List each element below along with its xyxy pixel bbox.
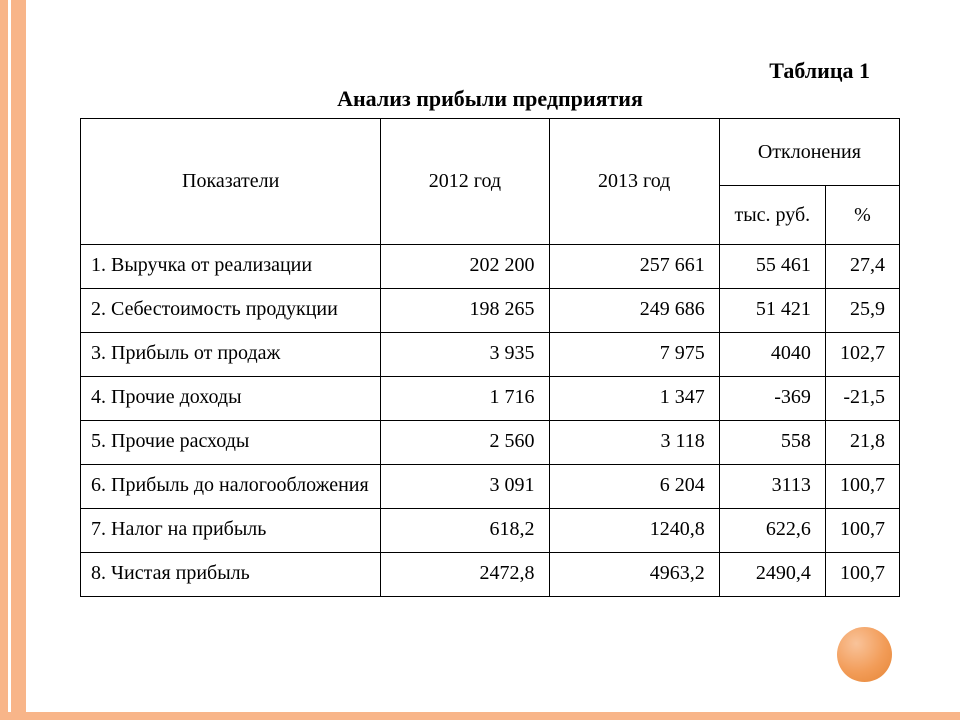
cell-dabs: 4040 — [719, 333, 825, 377]
cell-y2: 3 118 — [549, 421, 719, 465]
table-title: Анализ прибыли предприятия — [80, 86, 900, 112]
table-row: 3. Прибыль от продаж 3 935 7 975 4040 10… — [81, 333, 900, 377]
cell-y2: 257 661 — [549, 245, 719, 289]
table-row: 2. Себестоимость продукции 198 265 249 6… — [81, 289, 900, 333]
accent-stripe-left-2 — [11, 0, 26, 720]
cell-y2: 7 975 — [549, 333, 719, 377]
cell-dpct: 25,9 — [825, 289, 899, 333]
cell-indicator: 3. Прибыль от продаж — [81, 333, 381, 377]
table-number-label: Таблица 1 — [80, 58, 900, 84]
cell-dpct: 100,7 — [825, 509, 899, 553]
table-row: 1. Выручка от реализации 202 200 257 661… — [81, 245, 900, 289]
cell-dabs: 558 — [719, 421, 825, 465]
cell-y1: 3 091 — [381, 465, 549, 509]
cell-y1: 618,2 — [381, 509, 549, 553]
cell-y1: 198 265 — [381, 289, 549, 333]
cell-y1: 2472,8 — [381, 553, 549, 597]
cell-dabs: 622,6 — [719, 509, 825, 553]
cell-indicator: 6. Прибыль до налогообложения — [81, 465, 381, 509]
col-header-dev-abs: тыс. руб. — [719, 186, 825, 245]
cell-dpct: 100,7 — [825, 465, 899, 509]
table-row: 4. Прочие доходы 1 716 1 347 -369 -21,5 — [81, 377, 900, 421]
cell-y2: 1240,8 — [549, 509, 719, 553]
cell-dabs: 55 461 — [719, 245, 825, 289]
cell-y1: 3 935 — [381, 333, 549, 377]
cell-dabs: 2490,4 — [719, 553, 825, 597]
cell-indicator: 8. Чистая прибыль — [81, 553, 381, 597]
col-header-indicator: Показатели — [81, 119, 381, 245]
cell-indicator: 7. Налог на прибыль — [81, 509, 381, 553]
col-header-year1: 2012 год — [381, 119, 549, 245]
col-header-dev-pct: % — [825, 186, 899, 245]
table-row: 7. Налог на прибыль 618,2 1240,8 622,6 1… — [81, 509, 900, 553]
table-header-row-1: Показатели 2012 год 2013 год Отклонения — [81, 119, 900, 186]
table-row: 6. Прибыль до налогообложения 3 091 6 20… — [81, 465, 900, 509]
cell-y2: 6 204 — [549, 465, 719, 509]
table-row: 5. Прочие расходы 2 560 3 118 558 21,8 — [81, 421, 900, 465]
accent-stripe-bottom — [0, 712, 960, 720]
col-header-year2: 2013 год — [549, 119, 719, 245]
profit-analysis-table: Показатели 2012 год 2013 год Отклонения … — [80, 118, 900, 597]
cell-y2: 1 347 — [549, 377, 719, 421]
cell-dabs: 3113 — [719, 465, 825, 509]
cell-dpct: 100,7 — [825, 553, 899, 597]
content-area: Таблица 1 Анализ прибыли предприятия Пок… — [80, 58, 900, 597]
col-header-deviations: Отклонения — [719, 119, 899, 186]
cell-y1: 2 560 — [381, 421, 549, 465]
cell-indicator: 4. Прочие доходы — [81, 377, 381, 421]
cell-indicator: 1. Выручка от реализации — [81, 245, 381, 289]
cell-indicator: 2. Себестоимость продукции — [81, 289, 381, 333]
cell-dpct: 21,8 — [825, 421, 899, 465]
accent-circle-icon — [837, 627, 892, 682]
cell-dpct: 27,4 — [825, 245, 899, 289]
cell-y1: 1 716 — [381, 377, 549, 421]
cell-y2: 249 686 — [549, 289, 719, 333]
cell-indicator: 5. Прочие расходы — [81, 421, 381, 465]
table-body: 1. Выручка от реализации 202 200 257 661… — [81, 245, 900, 597]
cell-dpct: 102,7 — [825, 333, 899, 377]
cell-dabs: 51 421 — [719, 289, 825, 333]
table-row: 8. Чистая прибыль 2472,8 4963,2 2490,4 1… — [81, 553, 900, 597]
slide: Таблица 1 Анализ прибыли предприятия Пок… — [0, 0, 960, 720]
cell-dabs: -369 — [719, 377, 825, 421]
cell-y1: 202 200 — [381, 245, 549, 289]
cell-y2: 4963,2 — [549, 553, 719, 597]
accent-stripe-left-1 — [0, 0, 8, 720]
cell-dpct: -21,5 — [825, 377, 899, 421]
